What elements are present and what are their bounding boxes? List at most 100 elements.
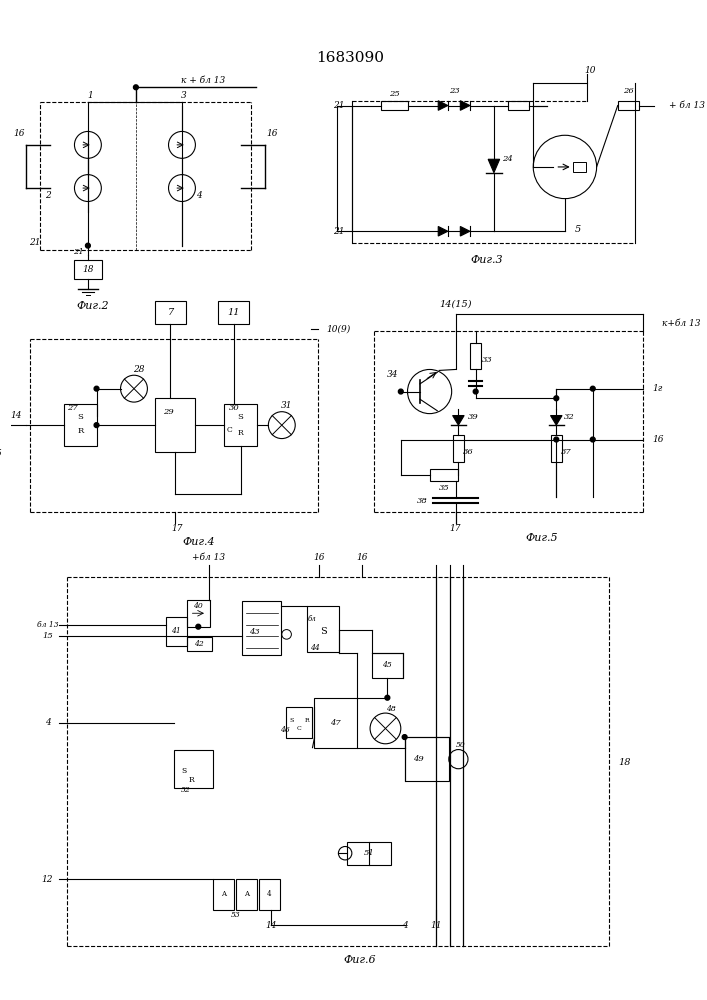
Polygon shape [438, 101, 448, 110]
Bar [224, 404, 257, 446]
Circle shape [86, 243, 90, 248]
Text: 21: 21 [30, 238, 41, 247]
Text: 1: 1 [87, 91, 93, 100]
Text: 45: 45 [382, 661, 392, 669]
Text: 24: 24 [502, 155, 513, 163]
Text: 31: 31 [281, 401, 292, 410]
Text: 11: 11 [431, 921, 442, 930]
Text: 26: 26 [623, 87, 633, 95]
Text: 42: 42 [194, 640, 204, 648]
Text: 11: 11 [228, 308, 240, 317]
Text: бл 13: бл 13 [37, 621, 59, 629]
Text: + бл 13: + бл 13 [669, 101, 705, 110]
Text: к+бл 13: к+бл 13 [662, 319, 701, 328]
Bar [259, 879, 280, 910]
Text: Фиг.3: Фиг.3 [470, 255, 503, 265]
Text: Фиг.6: Фиг.6 [343, 955, 376, 965]
Text: S: S [181, 767, 187, 775]
Text: 33: 33 [481, 356, 493, 364]
Bar [430, 469, 458, 481]
Text: 44: 44 [310, 644, 320, 652]
Text: 32: 32 [564, 413, 575, 421]
Text: C: C [297, 726, 301, 731]
Bar [64, 404, 97, 446]
Text: A: A [244, 890, 249, 898]
Text: A: A [221, 890, 226, 898]
Bar [452, 435, 464, 462]
Polygon shape [551, 416, 562, 425]
Text: 21: 21 [74, 248, 84, 256]
Text: 4: 4 [45, 718, 50, 727]
Polygon shape [460, 226, 470, 236]
Text: +бл 13: +бл 13 [192, 553, 226, 562]
Text: R: R [305, 718, 309, 723]
Text: 16: 16 [356, 553, 368, 562]
Text: 12: 12 [42, 875, 53, 884]
Text: 50: 50 [455, 741, 465, 749]
Bar [155, 398, 195, 452]
Circle shape [385, 695, 390, 700]
Text: R: R [189, 776, 194, 784]
Text: 17: 17 [450, 524, 461, 533]
Bar [307, 606, 339, 652]
Text: 10(9): 10(9) [326, 325, 350, 334]
Bar [175, 750, 213, 788]
Circle shape [473, 389, 478, 394]
Text: 17: 17 [171, 524, 183, 533]
Text: 21: 21 [333, 101, 344, 110]
Bar [551, 435, 562, 462]
Text: 1г: 1г [653, 384, 662, 393]
Bar [243, 601, 281, 655]
Polygon shape [460, 101, 470, 110]
Bar [573, 162, 586, 172]
Bar [470, 343, 481, 369]
Bar [235, 879, 257, 910]
Text: 10: 10 [584, 66, 595, 75]
Text: к + бл 13: к + бл 13 [181, 76, 226, 85]
Text: Фиг.5: Фиг.5 [525, 533, 559, 543]
Text: 25: 25 [389, 90, 399, 98]
Text: 40: 40 [194, 602, 203, 610]
Bar [165, 617, 187, 646]
Text: 37: 37 [561, 448, 571, 456]
Text: 35: 35 [438, 484, 450, 492]
Bar [0, 404, 7, 446]
Text: 53: 53 [231, 911, 240, 919]
Text: 14(15): 14(15) [439, 300, 472, 309]
Bar [74, 260, 103, 279]
Text: S: S [320, 627, 327, 636]
Text: 7: 7 [168, 308, 174, 317]
Text: 49: 49 [413, 755, 423, 763]
Bar [155, 301, 186, 324]
Text: 47: 47 [330, 719, 341, 727]
Bar [508, 101, 530, 110]
Text: 14: 14 [265, 921, 277, 930]
Circle shape [590, 386, 595, 391]
Bar [218, 301, 249, 324]
Circle shape [134, 85, 139, 90]
Text: 4: 4 [402, 921, 407, 930]
Text: 43: 43 [249, 628, 259, 636]
Text: 16: 16 [267, 129, 278, 138]
Text: 16: 16 [653, 435, 664, 444]
Circle shape [590, 437, 595, 442]
Text: 30: 30 [228, 404, 239, 412]
Text: 48: 48 [386, 705, 396, 713]
Polygon shape [452, 416, 464, 425]
Bar [286, 707, 312, 738]
Text: C: C [227, 426, 233, 434]
Text: 3: 3 [181, 91, 187, 100]
Bar [213, 879, 234, 910]
Text: 23: 23 [449, 87, 460, 95]
Text: 15: 15 [42, 632, 53, 640]
Text: S: S [238, 413, 243, 421]
Text: R: R [77, 427, 83, 435]
Text: Фиг.2: Фиг.2 [76, 301, 109, 311]
Text: 51: 51 [364, 849, 375, 857]
Text: S: S [289, 718, 293, 723]
Text: 2: 2 [45, 191, 50, 200]
Bar [380, 101, 407, 110]
Bar [187, 600, 210, 627]
Circle shape [554, 396, 559, 401]
Text: бл: бл [308, 615, 317, 623]
